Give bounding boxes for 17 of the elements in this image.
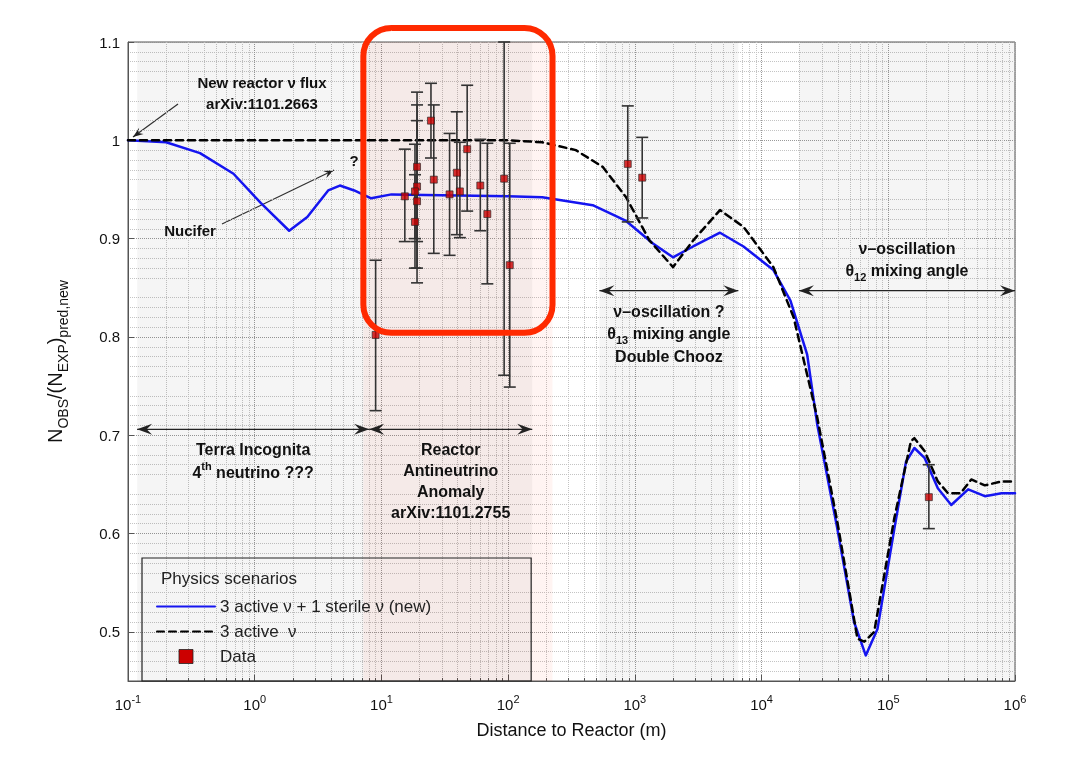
y-axis-title: NOBS/(NEXP)pred,new bbox=[44, 279, 71, 443]
y-tick-label: 0.7 bbox=[99, 426, 120, 444]
legend-title: Physics scenarios bbox=[161, 569, 298, 588]
annotation: Nucifer bbox=[164, 221, 216, 239]
y-tick-label: 0.5 bbox=[99, 623, 120, 641]
y-tick-label: 0.8 bbox=[99, 328, 120, 346]
y-tick-label: 1.1 bbox=[99, 33, 120, 51]
legend-label: Data bbox=[220, 647, 257, 666]
legend-label: 3 active ν bbox=[220, 622, 297, 641]
y-tick-label: 1 bbox=[111, 131, 120, 149]
x-axis-title: Distance to Reactor (m) bbox=[476, 720, 667, 740]
y-tick-label: 0.6 bbox=[99, 525, 120, 543]
annotation: New reactor ν flux arXiv:1101.2663 bbox=[197, 74, 328, 112]
legend-label: 3 active ν + 1 sterile ν (new) bbox=[220, 597, 432, 616]
band-label: Reactor Antineutrino Anomaly arXiv:1101.2755 bbox=[391, 441, 511, 522]
annotation: ? bbox=[349, 151, 359, 169]
y-tick-label: 0.9 bbox=[99, 230, 120, 248]
